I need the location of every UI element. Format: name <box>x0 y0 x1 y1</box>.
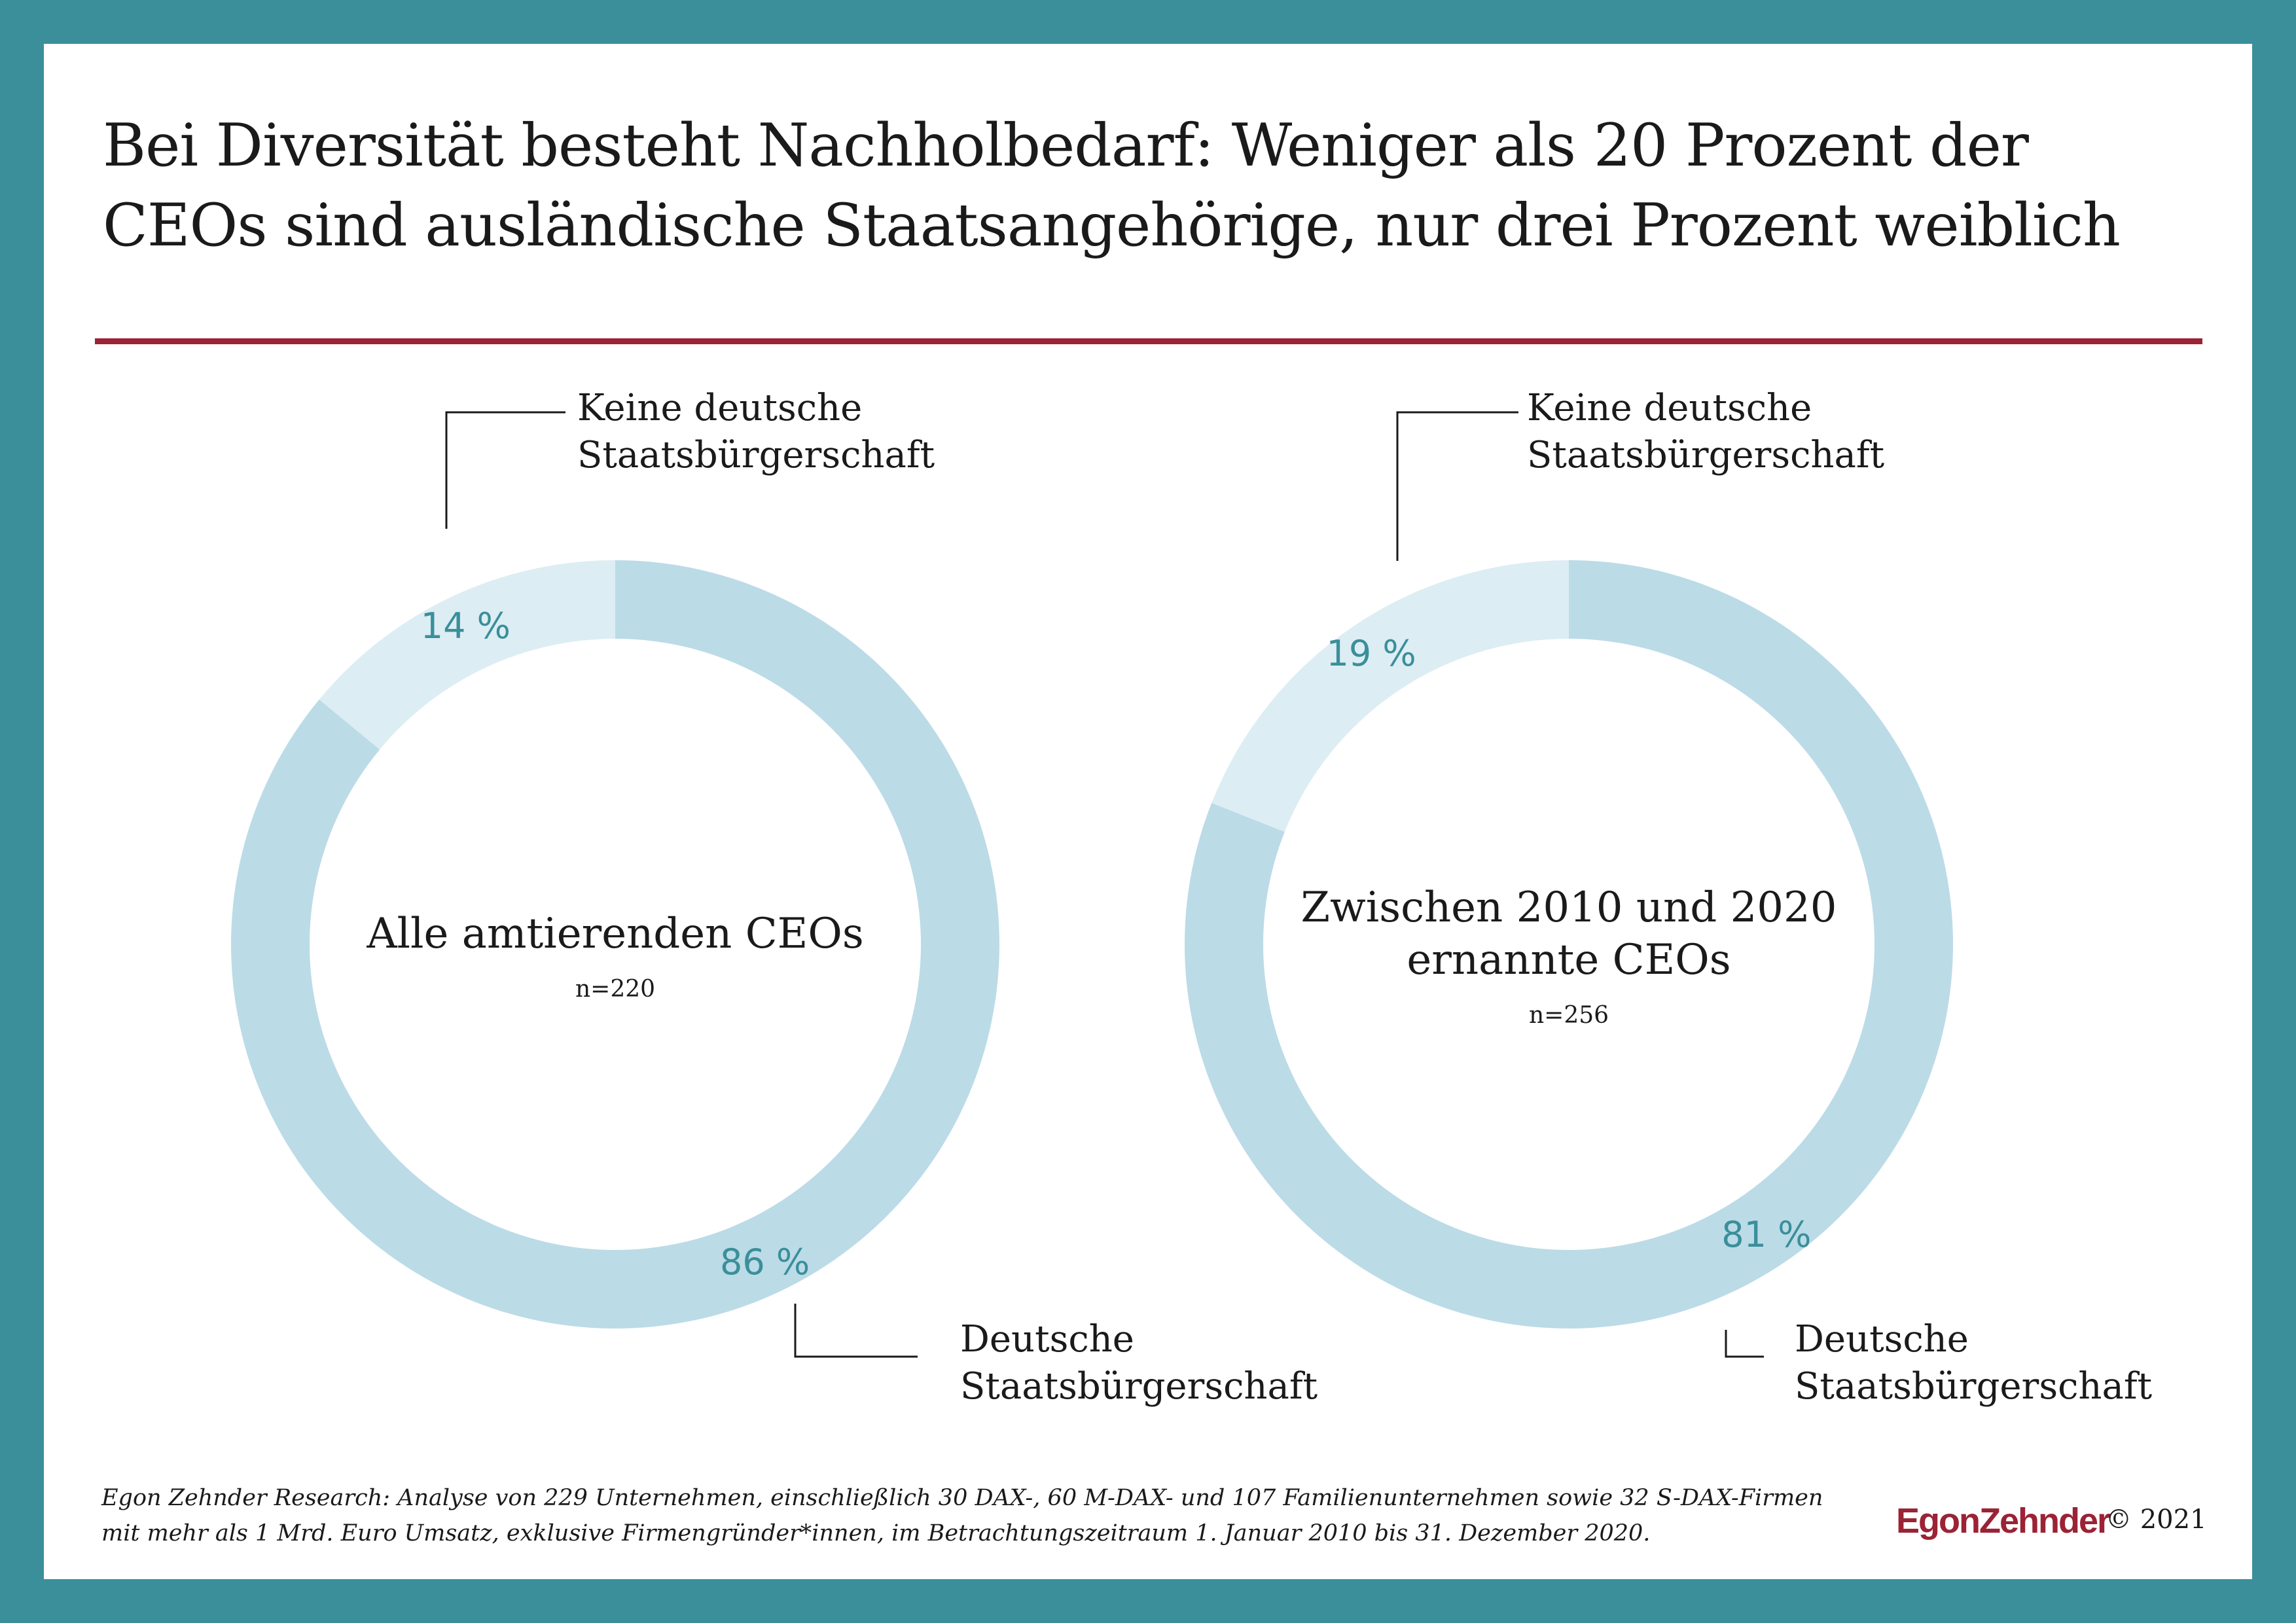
infographic-card: Bei Diversität besteht Nachholbedarf: We… <box>44 44 2252 1579</box>
percent-label: 81 % <box>1721 1214 1811 1255</box>
category-label: Deutsche <box>1795 1318 1969 1361</box>
category-label: Staatsbürgerschaft <box>1527 434 1885 476</box>
center-title: Alle amtierenden CEOs <box>366 910 863 958</box>
sample-size: n=256 <box>1529 1002 1609 1029</box>
copyright: © 2021 <box>2106 1505 2207 1535</box>
category-label: Staatsbürgerschaft <box>1795 1365 2153 1408</box>
title-line-2: CEOs sind ausländische Staatsangehörige,… <box>103 191 2121 260</box>
page-title: Bei Diversität besteht Nachholbedarf: We… <box>103 106 2230 266</box>
category-label: Staatsbürgerschaft <box>960 1365 1318 1408</box>
percent-label: 19 % <box>1327 633 1416 674</box>
center-title: Zwischen 2010 und 2020 <box>1301 883 1837 932</box>
leader-line <box>1725 1330 1764 1358</box>
center-title: ernannte CEOs <box>1407 936 1731 984</box>
segment-keine-deutsche <box>319 560 615 750</box>
segment-keine-deutsche <box>1211 560 1569 832</box>
category-label: Deutsche <box>960 1318 1134 1361</box>
title-line-1: Bei Diversität besteht Nachholbedarf: We… <box>103 111 2029 180</box>
source-footnote: Egon Zehnder Research: Analyse von 229 U… <box>101 1480 1869 1551</box>
category-label: Keine deutsche <box>1527 387 1812 429</box>
category-label: Keine deutsche <box>577 387 862 429</box>
title-divider <box>95 338 2202 344</box>
footnote-line-1: Egon Zehnder Research: Analyse von 229 U… <box>101 1485 1823 1511</box>
donut-chart-1: 86 % 14 % Alle amtierenden CEOs n=220 Keine … <box>230 387 1318 1408</box>
percent-label: 14 % <box>421 605 511 647</box>
egon-zehnder-logo: EgonZehnder <box>1896 1501 2111 1541</box>
donut-charts: 86 % 14 % Alle amtierenden CEOs n=220 Keine … <box>230 387 2153 1408</box>
leader-line <box>445 411 565 529</box>
percent-label: 86 % <box>720 1241 810 1283</box>
leader-line <box>794 1304 918 1358</box>
category-label: Staatsbürgerschaft <box>577 434 935 476</box>
leader-line <box>1396 411 1518 561</box>
sample-size: n=220 <box>575 976 655 1003</box>
footnote-line-2: mit mehr als 1 Mrd. Euro Umsatz, exklusi… <box>101 1520 1651 1546</box>
